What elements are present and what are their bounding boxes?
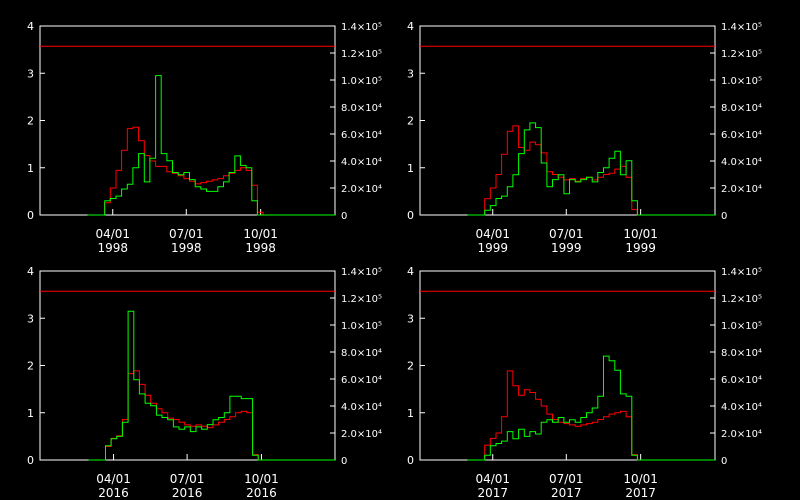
- right-tick-label: 1.0×10⁵: [721, 321, 762, 332]
- x-tick-label-date: 10/01: [623, 227, 658, 241]
- left-tick-label: 3: [27, 67, 34, 80]
- right-tick-label: 1.4×10⁵: [341, 267, 382, 278]
- x-tick-label-date: 07/01: [169, 227, 204, 241]
- right-tick-label: 1.2×10⁵: [341, 294, 382, 305]
- right-tick-label: 4.0×10⁴: [721, 157, 762, 168]
- chart-panel-1999: 0 1 2 3 4 0 2.0×10⁴ 4.0×10⁴ 6.0×10⁴ 8.0×10⁴ 1.0×10…: [407, 20, 762, 255]
- left-tick-label: 3: [407, 312, 414, 325]
- right-tick-label: 1.4×10⁵: [721, 22, 762, 33]
- right-tick-label: 2.0×10⁴: [341, 184, 382, 195]
- right-tick-label: 1.0×10⁵: [341, 76, 382, 87]
- left-tick-label: 4: [27, 265, 34, 278]
- x-tick-label-date: 10/01: [243, 227, 278, 241]
- right-tick-label: 4.0×10⁴: [341, 402, 382, 413]
- x-tick-label-date: 07/01: [549, 227, 584, 241]
- x-tick-label-year: 2017: [551, 486, 582, 500]
- plot-frame: [419, 270, 716, 461]
- right-tick-label: 1.2×10⁵: [721, 294, 762, 305]
- right-tick-label: 4.0×10⁴: [341, 157, 382, 168]
- right-tick-label: 0: [721, 456, 727, 467]
- left-tick-label: 0: [27, 454, 34, 467]
- x-tick-label-date: 04/01: [95, 227, 130, 241]
- x-tick-label-date: 10/01: [623, 472, 658, 486]
- right-tick-label: 6.0×10⁴: [341, 375, 382, 386]
- right-tick-label: 2.0×10⁴: [721, 184, 762, 195]
- right-tick-label: 1.2×10⁵: [341, 49, 382, 60]
- left-tick-label: 1: [27, 162, 34, 175]
- left-tick-label: 3: [407, 67, 414, 80]
- x-tick-label-date: 07/01: [170, 472, 205, 486]
- x-tick-label-date: 04/01: [475, 227, 510, 241]
- right-tick-label: 6.0×10⁴: [721, 130, 762, 141]
- x-tick-label-year: 2016: [98, 486, 129, 500]
- series-line-red: [467, 125, 715, 216]
- series-line-red: [87, 126, 335, 216]
- series-line-green: [88, 310, 335, 461]
- right-tick-label: 1.0×10⁵: [721, 76, 762, 87]
- plot-frame: [39, 25, 336, 216]
- chart-panel-1998: 0 1 2 3 4 0 2.0×10⁴ 4.0×10⁴ 6.0×10⁴ 8.0×10⁴ 1.0×10…: [27, 20, 382, 255]
- right-tick-label: 1.4×10⁵: [721, 267, 762, 278]
- right-tick-label: 0: [341, 211, 347, 222]
- left-tick-label: 0: [27, 209, 34, 222]
- right-tick-label: 1.2×10⁵: [721, 49, 762, 60]
- right-tick-label: 1.0×10⁵: [341, 321, 382, 332]
- plot-frame: [39, 270, 336, 461]
- x-tick-label-year: 1999: [477, 241, 508, 255]
- left-tick-label: 4: [407, 265, 414, 278]
- chart-panel-2017: 0 1 2 3 4 0 2.0×10⁴ 4.0×10⁴ 6.0×10⁴ 8.0×10⁴ 1.0×10…: [407, 265, 762, 500]
- left-tick-label: 3: [27, 312, 34, 325]
- x-tick-label-year: 2016: [172, 486, 203, 500]
- right-tick-label: 6.0×10⁴: [721, 375, 762, 386]
- left-tick-label: 4: [407, 20, 414, 33]
- x-tick-label-year: 2017: [625, 486, 656, 500]
- right-tick-label: 8.0×10⁴: [721, 103, 762, 114]
- right-tick-label: 8.0×10⁴: [341, 348, 382, 359]
- series-line-green: [467, 122, 715, 216]
- right-tick-label: 8.0×10⁴: [341, 103, 382, 114]
- left-tick-label: 2: [407, 115, 414, 128]
- x-tick-label-date: 04/01: [475, 472, 510, 486]
- chart-panel-2016: 0 1 2 3 4 0 2.0×10⁴ 4.0×10⁴ 6.0×10⁴ 8.0×10⁴ 1.0×10…: [27, 265, 382, 500]
- plot-frame: [419, 25, 716, 216]
- right-tick-label: 1.4×10⁵: [341, 22, 382, 33]
- series-line-green: [87, 75, 335, 216]
- left-tick-label: 2: [407, 360, 414, 373]
- left-tick-label: 1: [407, 162, 414, 175]
- x-tick-label-date: 07/01: [549, 472, 584, 486]
- left-tick-label: 1: [407, 407, 414, 420]
- x-tick-label-year: 1999: [551, 241, 582, 255]
- right-tick-label: 2.0×10⁴: [341, 429, 382, 440]
- x-tick-label-year: 2017: [477, 486, 508, 500]
- left-tick-label: 2: [27, 115, 34, 128]
- x-tick-label-year: 1998: [97, 241, 128, 255]
- x-tick-label-year: 1998: [171, 241, 202, 255]
- left-tick-label: 2: [27, 360, 34, 373]
- right-tick-label: 2.0×10⁴: [721, 429, 762, 440]
- right-tick-label: 0: [341, 456, 347, 467]
- series-line-green: [467, 355, 715, 461]
- x-tick-label-date: 10/01: [244, 472, 279, 486]
- series-line-red: [467, 370, 715, 461]
- left-tick-label: 0: [407, 209, 414, 222]
- left-tick-label: 0: [407, 454, 414, 467]
- right-tick-label: 0: [721, 211, 727, 222]
- series-line-red: [88, 370, 335, 461]
- right-tick-label: 8.0×10⁴: [721, 348, 762, 359]
- x-tick-label-date: 04/01: [96, 472, 131, 486]
- x-tick-label-year: 1998: [245, 241, 276, 255]
- x-tick-label-year: 1999: [625, 241, 656, 255]
- left-tick-label: 1: [27, 407, 34, 420]
- x-tick-label-year: 2016: [246, 486, 277, 500]
- right-tick-label: 4.0×10⁴: [721, 402, 762, 413]
- left-tick-label: 4: [27, 20, 34, 33]
- right-tick-label: 6.0×10⁴: [341, 130, 382, 141]
